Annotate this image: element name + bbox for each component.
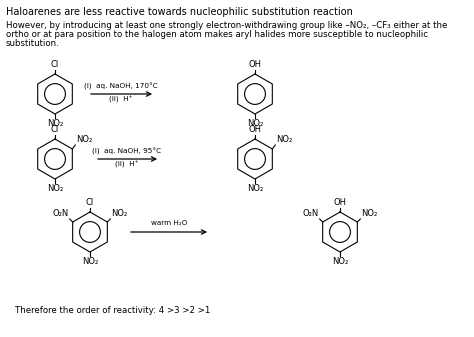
Text: (ii)  H⁺: (ii) H⁺ bbox=[115, 161, 139, 168]
Text: Cl: Cl bbox=[51, 60, 59, 69]
Text: NO₂: NO₂ bbox=[76, 135, 92, 144]
Text: Therefore the order of reactivity: 4 >3 >2 >1: Therefore the order of reactivity: 4 >3 … bbox=[15, 306, 210, 315]
Text: Haloarenes are less reactive towards nucleophilic substitution reaction: Haloarenes are less reactive towards nuc… bbox=[6, 7, 353, 17]
Text: ortho or at para position to the halogen atom makes aryl halides more susceptibl: ortho or at para position to the halogen… bbox=[6, 30, 428, 39]
Text: Cl: Cl bbox=[86, 198, 94, 207]
Text: (ii)  H⁺: (ii) H⁺ bbox=[109, 96, 133, 103]
Text: NO₂: NO₂ bbox=[47, 184, 63, 193]
Text: NO₂: NO₂ bbox=[111, 209, 128, 218]
Text: NO₂: NO₂ bbox=[247, 184, 263, 193]
Text: (i)  aq. NaOH, 170°C: (i) aq. NaOH, 170°C bbox=[84, 83, 158, 90]
Text: O₂N: O₂N bbox=[53, 209, 69, 218]
Text: Cl: Cl bbox=[51, 125, 59, 134]
Text: O₂N: O₂N bbox=[302, 209, 319, 218]
Text: (i)  aq. NaOH, 95°C: (i) aq. NaOH, 95°C bbox=[92, 148, 162, 155]
Text: NO₂: NO₂ bbox=[332, 257, 348, 266]
Text: OH: OH bbox=[248, 125, 262, 134]
Text: NO₂: NO₂ bbox=[276, 135, 292, 144]
Text: However, by introducing at least one strongly electron-withdrawing group like –N: However, by introducing at least one str… bbox=[6, 21, 447, 30]
Text: NO₂: NO₂ bbox=[47, 119, 63, 128]
Text: OH: OH bbox=[334, 198, 346, 207]
Text: warm H₂O: warm H₂O bbox=[151, 220, 187, 226]
Text: NO₂: NO₂ bbox=[82, 257, 98, 266]
Text: NO₂: NO₂ bbox=[247, 119, 263, 128]
Text: substitution.: substitution. bbox=[6, 39, 60, 48]
Text: NO₂: NO₂ bbox=[361, 209, 378, 218]
Text: OH: OH bbox=[248, 60, 262, 69]
